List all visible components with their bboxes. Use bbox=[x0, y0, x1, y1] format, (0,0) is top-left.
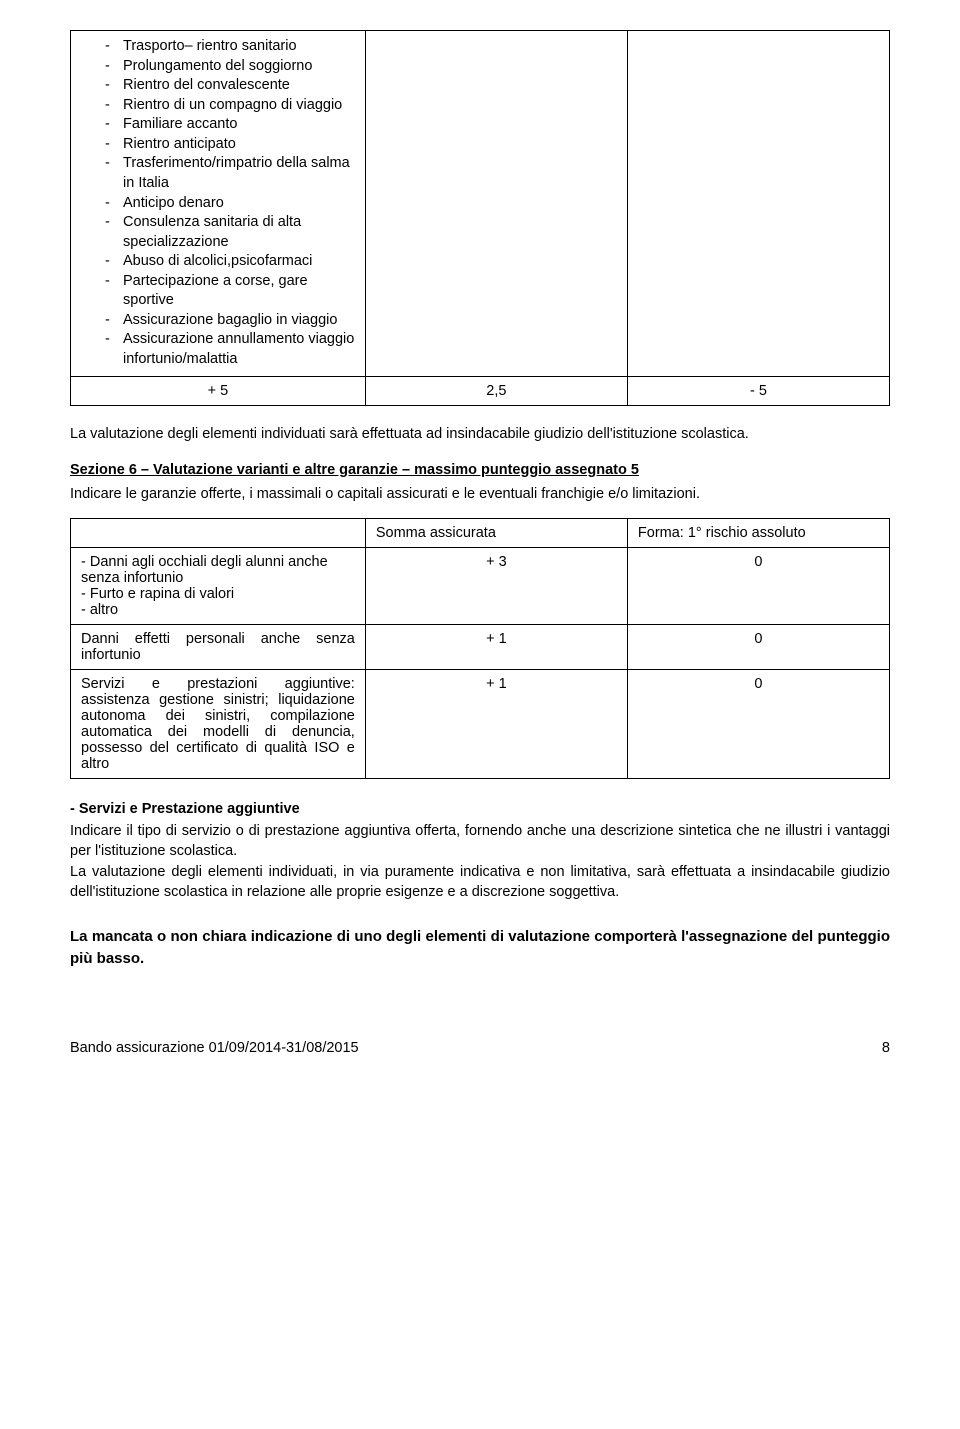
table-row: Somma assicurata Forma: 1° rischio assol… bbox=[71, 519, 890, 548]
page-footer: Bando assicurazione 01/09/2014-31/08/201… bbox=[70, 1040, 890, 1056]
paragraph: Indicare il tipo di servizio o di presta… bbox=[70, 821, 890, 862]
list-item: Assicurazione bagaglio in viaggio bbox=[105, 311, 355, 331]
sub-heading: - Servizi e Prestazione aggiuntive bbox=[70, 801, 890, 817]
list-item: Trasferimento/rimpatrio della salma in I… bbox=[105, 154, 355, 193]
table-cell: + 1 bbox=[365, 670, 627, 779]
table-cell: 0 bbox=[627, 625, 889, 670]
list-item: Abuso di alcolici,psicofarmaci bbox=[105, 252, 355, 272]
table-header: Somma assicurata bbox=[365, 519, 627, 548]
emphasized-paragraph: La mancata o non chiara indicazione di u… bbox=[70, 926, 890, 970]
paragraph: Indicare le garanzie offerte, i massimal… bbox=[70, 484, 890, 504]
table-row: + 5 2,5 - 5 bbox=[71, 376, 890, 405]
list-item: Partecipazione a corse, gare sportive bbox=[105, 272, 355, 311]
table-cell: Servizi e prestazioni aggiuntive: assist… bbox=[71, 670, 366, 779]
paragraph: La valutazione degli elementi individuat… bbox=[70, 424, 890, 444]
document-page: Trasporto– rientro sanitario Prolungamen… bbox=[0, 0, 960, 1096]
list-item: Consulenza sanitaria di alta specializza… bbox=[105, 213, 355, 252]
table-row: Danni effetti personali anche senza info… bbox=[71, 625, 890, 670]
score-cell: - 5 bbox=[627, 376, 889, 405]
list-item: Trasporto– rientro sanitario bbox=[105, 37, 355, 57]
list-item: Rientro del convalescente bbox=[105, 76, 355, 96]
table-cell: + 1 bbox=[365, 625, 627, 670]
paragraph: La valutazione degli elementi individuat… bbox=[70, 862, 890, 903]
table-cell: Danni effetti personali anche senza info… bbox=[71, 625, 366, 670]
score-cell: 2,5 bbox=[365, 376, 627, 405]
list-item: Assicurazione annullamento viaggio infor… bbox=[105, 330, 355, 369]
footer-left: Bando assicurazione 01/09/2014-31/08/201… bbox=[70, 1040, 359, 1056]
table-cell: 0 bbox=[627, 548, 889, 625]
list-item: Anticipo denaro bbox=[105, 194, 355, 214]
table-row: Servizi e prestazioni aggiuntive: assist… bbox=[71, 670, 890, 779]
table-cell: - Danni agli occhiali degli alunni anche… bbox=[71, 548, 366, 625]
page-number: 8 bbox=[882, 1040, 890, 1056]
table-cell: 0 bbox=[627, 670, 889, 779]
list-item: Rientro anticipato bbox=[105, 135, 355, 155]
table-header: Forma: 1° rischio assoluto bbox=[627, 519, 889, 548]
table-cell: + 3 bbox=[365, 548, 627, 625]
list-item: Prolungamento del soggiorno bbox=[105, 57, 355, 77]
score-cell: + 5 bbox=[71, 376, 366, 405]
list-item: Familiare accanto bbox=[105, 115, 355, 135]
coverage-list: Trasporto– rientro sanitario Prolungamen… bbox=[81, 37, 355, 370]
list-item: Rientro di un compagno di viaggio bbox=[105, 96, 355, 116]
table-header bbox=[71, 519, 366, 548]
table-row: - Danni agli occhiali degli alunni anche… bbox=[71, 548, 890, 625]
score-table: Trasporto– rientro sanitario Prolungamen… bbox=[70, 30, 890, 406]
section-title: Sezione 6 – Valutazione varianti e altre… bbox=[70, 462, 890, 478]
variants-table: Somma assicurata Forma: 1° rischio assol… bbox=[70, 518, 890, 779]
